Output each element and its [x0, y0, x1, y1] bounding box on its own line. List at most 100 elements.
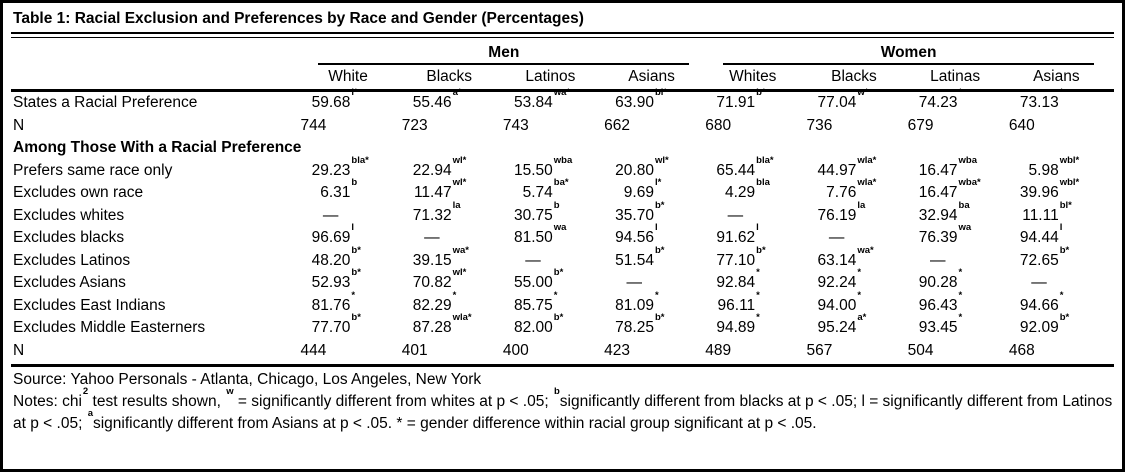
- value-cell: —: [406, 227, 507, 250]
- value-cell: —: [304, 205, 405, 228]
- percentage-value: 92.24: [817, 274, 857, 291]
- table-title: Table 1: Racial Exclusion and Preference…: [13, 10, 584, 27]
- col-header-women-latinas: Latinas: [911, 65, 1013, 92]
- percentage-value: 92.84: [716, 274, 756, 291]
- sample-size-value: 489: [705, 341, 732, 359]
- group-header-men: Men: [304, 42, 709, 65]
- col-header-women-asians: Asians: [1012, 65, 1114, 92]
- col-header-men-asians: Asians: [607, 65, 710, 92]
- table-row: Excludes Middle Easterners 77.70b* 87.28wl…: [11, 313, 1114, 340]
- row-label: Excludes blacks: [13, 229, 125, 246]
- sample-size-value: 723: [401, 116, 428, 134]
- percentage-value: 15.50: [513, 161, 553, 179]
- significance-superscript: wa: [958, 222, 972, 234]
- table-row: Excludes own race 6.31b 11.47wl* 5.74ba* 9.6…: [11, 178, 1114, 205]
- note-superscript: 2: [82, 386, 89, 398]
- percentage-value: 51.54: [615, 251, 654, 269]
- sample-size-value: 567: [806, 341, 833, 359]
- percentage-value: 85.75: [513, 296, 553, 314]
- percentage-value: 81.76: [311, 296, 351, 314]
- value-cell: 55.00b*: [507, 268, 608, 295]
- percentage-value: 44.97: [817, 161, 857, 179]
- value-cell: 744: [301, 115, 405, 138]
- percentage-value: 48.20: [311, 251, 351, 269]
- value-cell: 63.14wa*: [810, 246, 911, 273]
- percentage-value: 35.70: [615, 206, 654, 224]
- value-cell: 567: [806, 340, 911, 363]
- significance-superscript: wa*: [553, 87, 571, 99]
- percentage-value: 16.47: [918, 184, 958, 201]
- value-cell: 400: [503, 340, 608, 363]
- table-row: Among Those With a Racial Preference: [11, 137, 1114, 160]
- value-cell: —: [810, 227, 911, 250]
- significance-superscript: *: [1059, 289, 1064, 301]
- percentage-value: 63.14: [817, 251, 857, 269]
- group-label-men: Men: [318, 42, 690, 65]
- column-header-row: White Blacks Latinos Asians Whites Black…: [11, 65, 1114, 92]
- value-cell: 662: [604, 115, 709, 138]
- value-cell: 53.84wa*: [507, 88, 608, 115]
- percentage-value: 55.46: [412, 94, 452, 111]
- value-cell: 92.84*: [709, 268, 810, 295]
- value-cell: 52.93b*: [304, 268, 405, 295]
- significance-superscript: b*: [654, 199, 665, 211]
- sample-size-value: 423: [604, 341, 630, 359]
- percentage-value: 96.11: [717, 296, 756, 314]
- value-cell: 82.00b*: [507, 313, 608, 340]
- percentage-value: 32.94: [918, 206, 958, 224]
- value-cell: 20.80wl*: [608, 156, 709, 183]
- value-cell: —: [709, 205, 810, 228]
- value-cell: 29.23bla*: [304, 156, 405, 183]
- value-cell: 94.66*: [1013, 291, 1114, 318]
- significance-superscript: wbl*: [1059, 177, 1080, 189]
- corner-blank: [11, 65, 305, 92]
- row-label: N: [13, 116, 25, 134]
- corner-blank: [11, 42, 304, 65]
- percentage-value: —: [828, 229, 845, 246]
- value-cell: 11.47wl*: [406, 178, 507, 205]
- table-row: Excludes blacks 96.69l —81.50wa 94.56l 91.62…: [11, 223, 1114, 250]
- group-header-women: Women: [709, 42, 1114, 65]
- row-label: Excludes Middle Easterners: [13, 319, 206, 336]
- value-cell: 77.70b*: [304, 313, 405, 340]
- col-header-men-blacks: Blacks: [405, 65, 507, 92]
- note-superscript: a: [87, 407, 93, 419]
- significance-superscript: *: [756, 312, 760, 324]
- percentage-value: —: [626, 274, 642, 291]
- sample-size-value: 504: [907, 341, 934, 359]
- value-cell: 736: [806, 115, 911, 138]
- value-cell: 63.90bl*: [608, 88, 709, 115]
- value-cell: 92.09b*: [1013, 313, 1114, 340]
- significance-superscript: wba*: [958, 177, 981, 189]
- percentage-value: 11.47: [413, 184, 452, 201]
- significance-superscript: b*: [553, 267, 564, 279]
- value-cell: 489: [705, 340, 810, 363]
- significance-superscript: bla: [756, 177, 770, 189]
- value-cell: 44.97wla*: [810, 156, 911, 183]
- sample-size-value: 468: [1008, 341, 1035, 359]
- value-cell: —: [912, 250, 1013, 273]
- value-cell: 94.00*: [810, 291, 911, 318]
- value-cell: 96.69l: [304, 223, 405, 250]
- sample-size-value: 400: [502, 341, 529, 359]
- col-header-men-latinos: Latinos: [506, 65, 608, 92]
- percentage-value: 7.76: [826, 184, 857, 201]
- value-cell: 76.39wa: [912, 223, 1013, 250]
- significance-superscript: b*: [1059, 244, 1070, 256]
- value-cell: 55.46a*: [406, 88, 507, 115]
- group-header-row: Men Women: [11, 42, 1114, 65]
- significance-superscript: wla*: [452, 312, 472, 324]
- significance-superscript: *: [351, 289, 356, 301]
- value-cell: 48.20b*: [304, 246, 405, 273]
- table-body: States a Racial Preference 59.68l* 55.46a*…: [11, 88, 1114, 363]
- value-cell: 16.47wba: [912, 156, 1013, 183]
- notes-text: Notes: chi2 test results shown, w = sign…: [13, 386, 1113, 432]
- value-cell: 92.24*: [810, 268, 911, 295]
- value-cell: 22.94wl*: [406, 156, 507, 183]
- significance-superscript: b*: [756, 87, 766, 99]
- value-cell: 444: [301, 340, 405, 363]
- percentage-value: 94.00: [817, 296, 857, 314]
- table-row: Excludes East Indians 81.76* 82.29* 85.75* 8…: [11, 291, 1114, 318]
- value-cell: 6.31b: [304, 178, 405, 205]
- significance-superscript: b: [553, 199, 560, 211]
